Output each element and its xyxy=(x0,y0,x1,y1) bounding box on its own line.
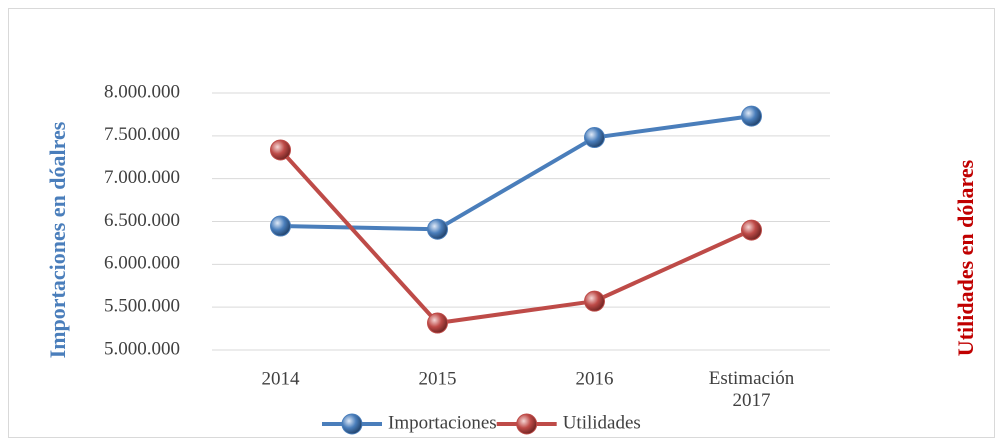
chart-border xyxy=(8,8,995,438)
y-tick-label: 6.000.000 xyxy=(104,253,180,274)
y-tick-label: 7.500.000 xyxy=(104,124,180,145)
legend-marker xyxy=(341,413,363,435)
series-line xyxy=(279,148,753,326)
y-axis-label: Importaciones en dóalres xyxy=(45,121,70,358)
x-tick-label: Estimación 2017 xyxy=(709,368,795,411)
x-tick-label: 2015 xyxy=(419,368,457,389)
legend-label: Importaciones xyxy=(388,412,497,433)
y2-axis-label: Utilidades en dólares xyxy=(953,159,978,356)
legend-label: Utilidades xyxy=(563,412,641,433)
y-tick-label: 5.500.000 xyxy=(104,296,180,317)
point-marker xyxy=(584,127,605,149)
point-marker xyxy=(741,219,762,241)
y-tick-label: 5.000.000 xyxy=(104,338,180,359)
point-marker xyxy=(270,215,291,237)
x-tick-label: 2014 xyxy=(262,368,301,389)
point-marker xyxy=(270,139,291,161)
x-tick-label: 2016 xyxy=(576,368,614,389)
legend-marker xyxy=(516,413,538,435)
y-tick-label: 6.500.000 xyxy=(104,210,180,231)
y-tick-label: 8.000.000 xyxy=(104,81,180,102)
y-tick-label: 7.000.000 xyxy=(104,167,180,188)
point-marker xyxy=(427,312,448,334)
point-marker xyxy=(584,290,605,312)
series-line xyxy=(280,114,752,232)
point-marker xyxy=(741,105,762,127)
point-marker xyxy=(427,218,448,240)
